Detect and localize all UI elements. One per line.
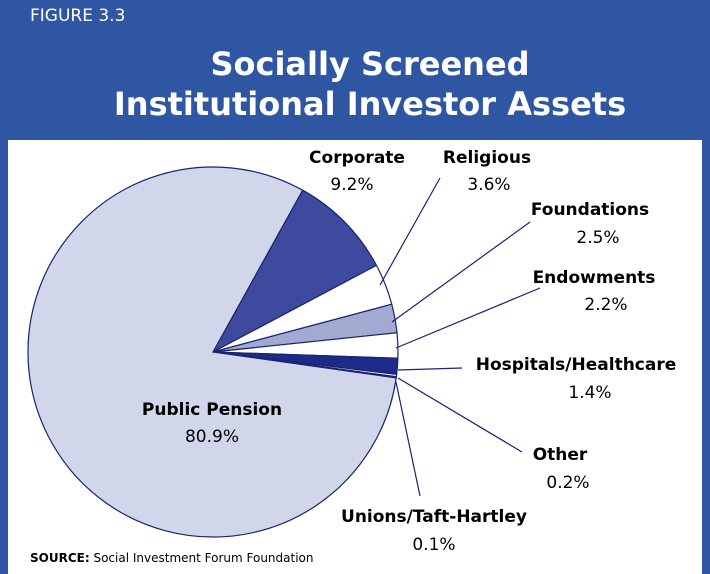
slice-name: Other — [533, 445, 588, 465]
pie-slice — [211, 189, 378, 354]
leader-line — [391, 221, 531, 323]
slice-name: Endowments — [533, 268, 656, 288]
slice-value: 2.2% — [584, 295, 627, 315]
slice-value: 1.4% — [568, 383, 611, 403]
pie-slice — [27, 166, 397, 538]
leader-line — [395, 287, 541, 349]
leader-line — [395, 381, 421, 497]
source-text: Social Investment Forum Foundation — [93, 551, 314, 565]
slice-name: Foundations — [531, 200, 649, 220]
right-border — [702, 0, 710, 574]
left-border — [0, 0, 8, 574]
slice-value: 2.5% — [576, 228, 619, 248]
slice-value: 0.1% — [412, 535, 455, 555]
slice-value: 0.2% — [546, 473, 589, 493]
pie: Corporate 9.2% Religious 3.6% Foundations 2.5… — [27, 148, 677, 555]
slice-value: 3.6% — [467, 175, 510, 195]
leader-line — [397, 377, 523, 453]
chart-title: Socially Screened Institutional Investor… — [113, 45, 627, 123]
slice-name: Religious — [443, 148, 531, 168]
slice-name: Corporate — [309, 148, 405, 168]
source: SOURCE: Social Investment Forum Foundati… — [30, 551, 314, 565]
slice-name: Unions/Taft-Hartley — [341, 507, 527, 527]
source-label: SOURCE: — [30, 551, 90, 565]
header-band — [0, 0, 710, 140]
slice-value: 9.2% — [330, 175, 373, 195]
slice-name: Hospitals/Healthcare — [476, 355, 677, 375]
leader-line — [379, 177, 441, 286]
leader-line — [397, 367, 463, 371]
slice-value: 80.9% — [185, 427, 239, 447]
slice-name: Public Pension — [142, 400, 282, 420]
figure-label: FIGURE 3.3 — [30, 6, 126, 26]
